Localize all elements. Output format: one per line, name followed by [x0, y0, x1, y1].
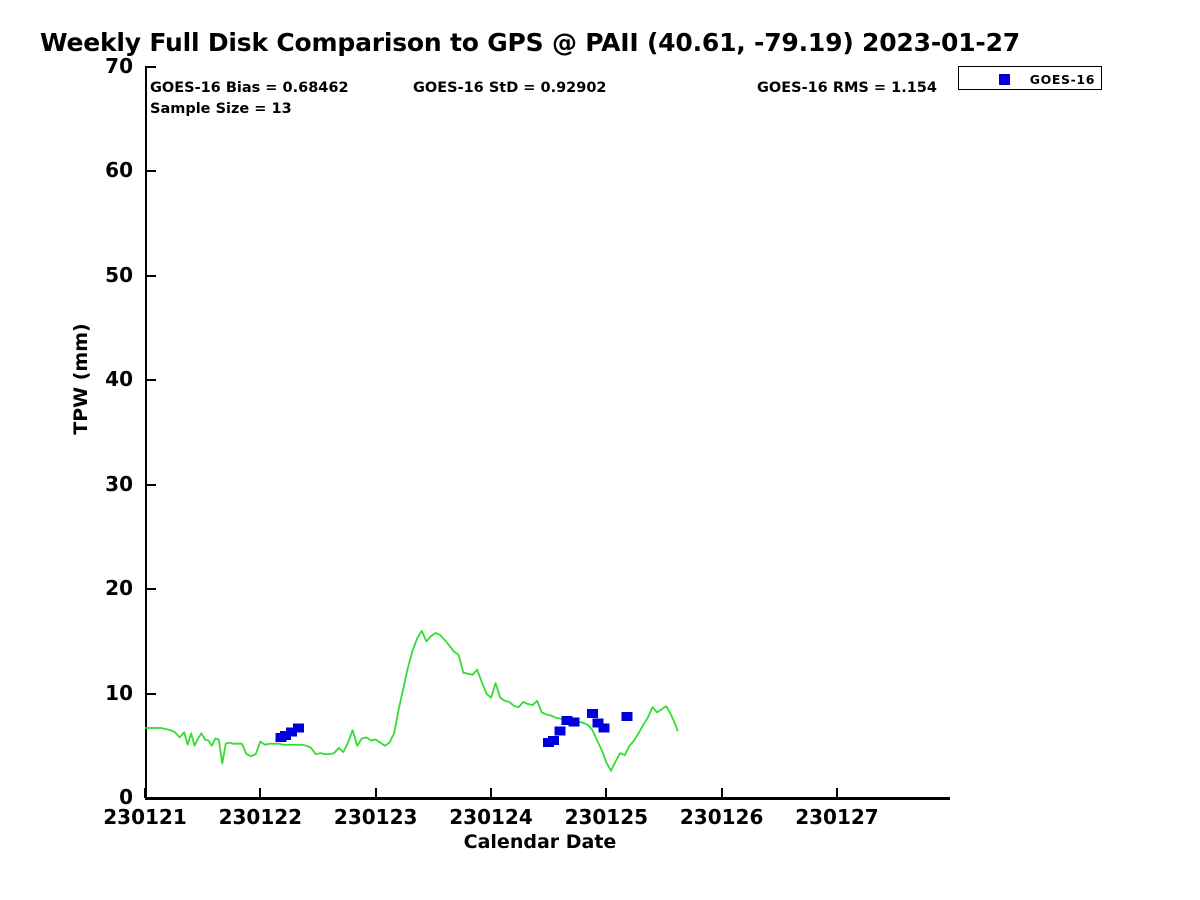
- goes16-marker-series: [275, 708, 633, 748]
- stat-rms: GOES-16 RMS = 1.154: [757, 80, 937, 96]
- x-tick-230125: [605, 788, 608, 798]
- y-tick-label-70: 70: [105, 54, 133, 78]
- y-tick-label-50: 50: [105, 262, 133, 287]
- y-tick-label-20: 20: [105, 576, 133, 601]
- stat-bias: GOES-16 Bias = 0.68462: [150, 80, 349, 96]
- x-tick-label-230126: 230126: [679, 805, 764, 829]
- x-tick-label-230127: 230127: [795, 805, 879, 829]
- y-tick-40: [145, 379, 156, 382]
- y-tick-60: [145, 170, 156, 173]
- gps-tpw-line: [145, 630, 679, 772]
- x-tick-230122: [259, 788, 262, 798]
- x-tick-230123: [374, 788, 377, 798]
- goes16-data-point: [598, 723, 610, 733]
- x-tick-230121: [144, 788, 146, 798]
- goes16-data-point: [554, 726, 566, 736]
- y-tick-30: [145, 483, 156, 486]
- stat-sample-size: Sample Size = 13: [150, 101, 292, 117]
- x-tick-230127: [835, 788, 838, 798]
- goes16-data-point: [586, 708, 598, 718]
- x-tick-label-230123: 230123: [333, 805, 418, 829]
- y-tick-50: [145, 274, 156, 277]
- goes16-data-point: [561, 716, 573, 726]
- y-tick-20: [145, 588, 156, 591]
- y-tick-label-10: 10: [105, 680, 133, 705]
- goes16-data-point: [280, 730, 292, 740]
- y-tick-label-40: 40: [105, 367, 133, 392]
- x-tick-label-230122: 230122: [218, 805, 303, 829]
- x-tick-label-230121: 230121: [103, 805, 187, 829]
- page-title: Weekly Full Disk Comparison to GPS @ PAI…: [40, 28, 1020, 57]
- x-tick-230126: [720, 788, 723, 798]
- goes16-data-point: [592, 718, 604, 728]
- legend-swatch-goes16: [999, 74, 1010, 85]
- stat-std: GOES-16 StD = 0.92902: [413, 80, 607, 96]
- y-tick-label-60: 60: [105, 158, 133, 183]
- goes16-data-point: [285, 727, 297, 737]
- goes16-data-point: [547, 736, 559, 746]
- y-tick-label-0: 0: [119, 785, 133, 809]
- x-tick-label-230125: 230125: [564, 805, 649, 829]
- y-axis-line: [145, 67, 147, 800]
- goes16-data-point: [568, 717, 580, 727]
- goes16-data-point: [621, 712, 633, 722]
- x-axis-label: Calendar Date: [463, 831, 617, 853]
- gps-line-series: [145, 630, 679, 772]
- y-tick-10: [145, 692, 156, 695]
- y-tick-label-30: 30: [105, 471, 133, 496]
- x-tick-230124: [489, 788, 492, 798]
- y-tick-70: [145, 66, 156, 68]
- goes16-data-point: [292, 723, 304, 733]
- y-tick-0: [145, 797, 156, 799]
- x-axis-line: [145, 797, 950, 800]
- legend-label-goes16: GOES-16: [1029, 72, 1095, 87]
- legend: GOES-16: [958, 66, 1102, 90]
- x-tick-label-230124: 230124: [449, 805, 533, 829]
